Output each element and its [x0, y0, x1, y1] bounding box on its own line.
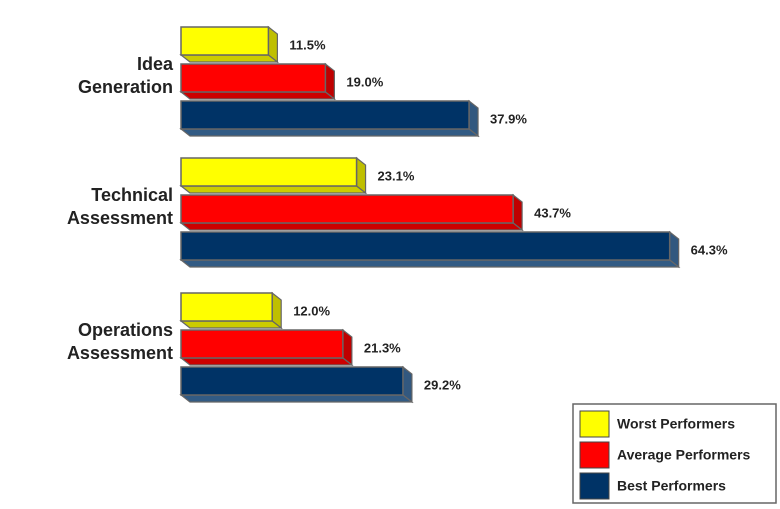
value-label: 64.3% [691, 242, 728, 257]
value-label: 11.5% [289, 37, 326, 52]
bar [179, 291, 283, 330]
value-label: 23.1% [378, 168, 415, 183]
bar-front [180, 194, 514, 224]
bar-front [180, 63, 327, 93]
bar [179, 193, 524, 232]
bar-bottom [179, 185, 368, 194]
bar-front [180, 292, 273, 322]
bar-bottom [179, 54, 280, 63]
value-label: 21.3% [364, 340, 401, 355]
legend-swatch [579, 441, 610, 469]
bar-bottom [179, 320, 283, 329]
legend-label: Worst Performers [617, 416, 735, 432]
category-label: Operations Assessment [66, 320, 173, 363]
bar-bottom [179, 394, 414, 403]
bar-bottom [179, 259, 681, 268]
value-label: 19.0% [346, 74, 383, 89]
bar-front [180, 366, 404, 396]
bar [179, 156, 368, 195]
bar-front [180, 231, 671, 261]
value-label: 37.9% [490, 111, 527, 126]
legend-swatch [579, 472, 610, 500]
bar [179, 365, 414, 404]
bar-bottom [179, 357, 354, 366]
category-label: Technical Assessment [66, 185, 173, 228]
category-label: Idea Generation [77, 54, 173, 97]
bar [179, 99, 480, 138]
bar-front [180, 329, 344, 359]
bar [179, 230, 681, 269]
value-label: 29.2% [424, 377, 461, 392]
bar-front [180, 157, 358, 187]
bar [179, 328, 354, 367]
bar-bottom [179, 91, 337, 100]
bar-bottom [179, 128, 480, 137]
legend-label: Average Performers [617, 447, 751, 463]
bar-front [180, 26, 270, 56]
legend-label: Best Performers [617, 478, 726, 494]
value-label: 12.0% [293, 303, 330, 318]
bar-bottom [179, 222, 524, 231]
bar [179, 62, 337, 101]
bar-front [180, 100, 470, 130]
value-label: 43.7% [534, 205, 571, 220]
bar [179, 25, 280, 64]
legend-swatch [579, 410, 610, 438]
